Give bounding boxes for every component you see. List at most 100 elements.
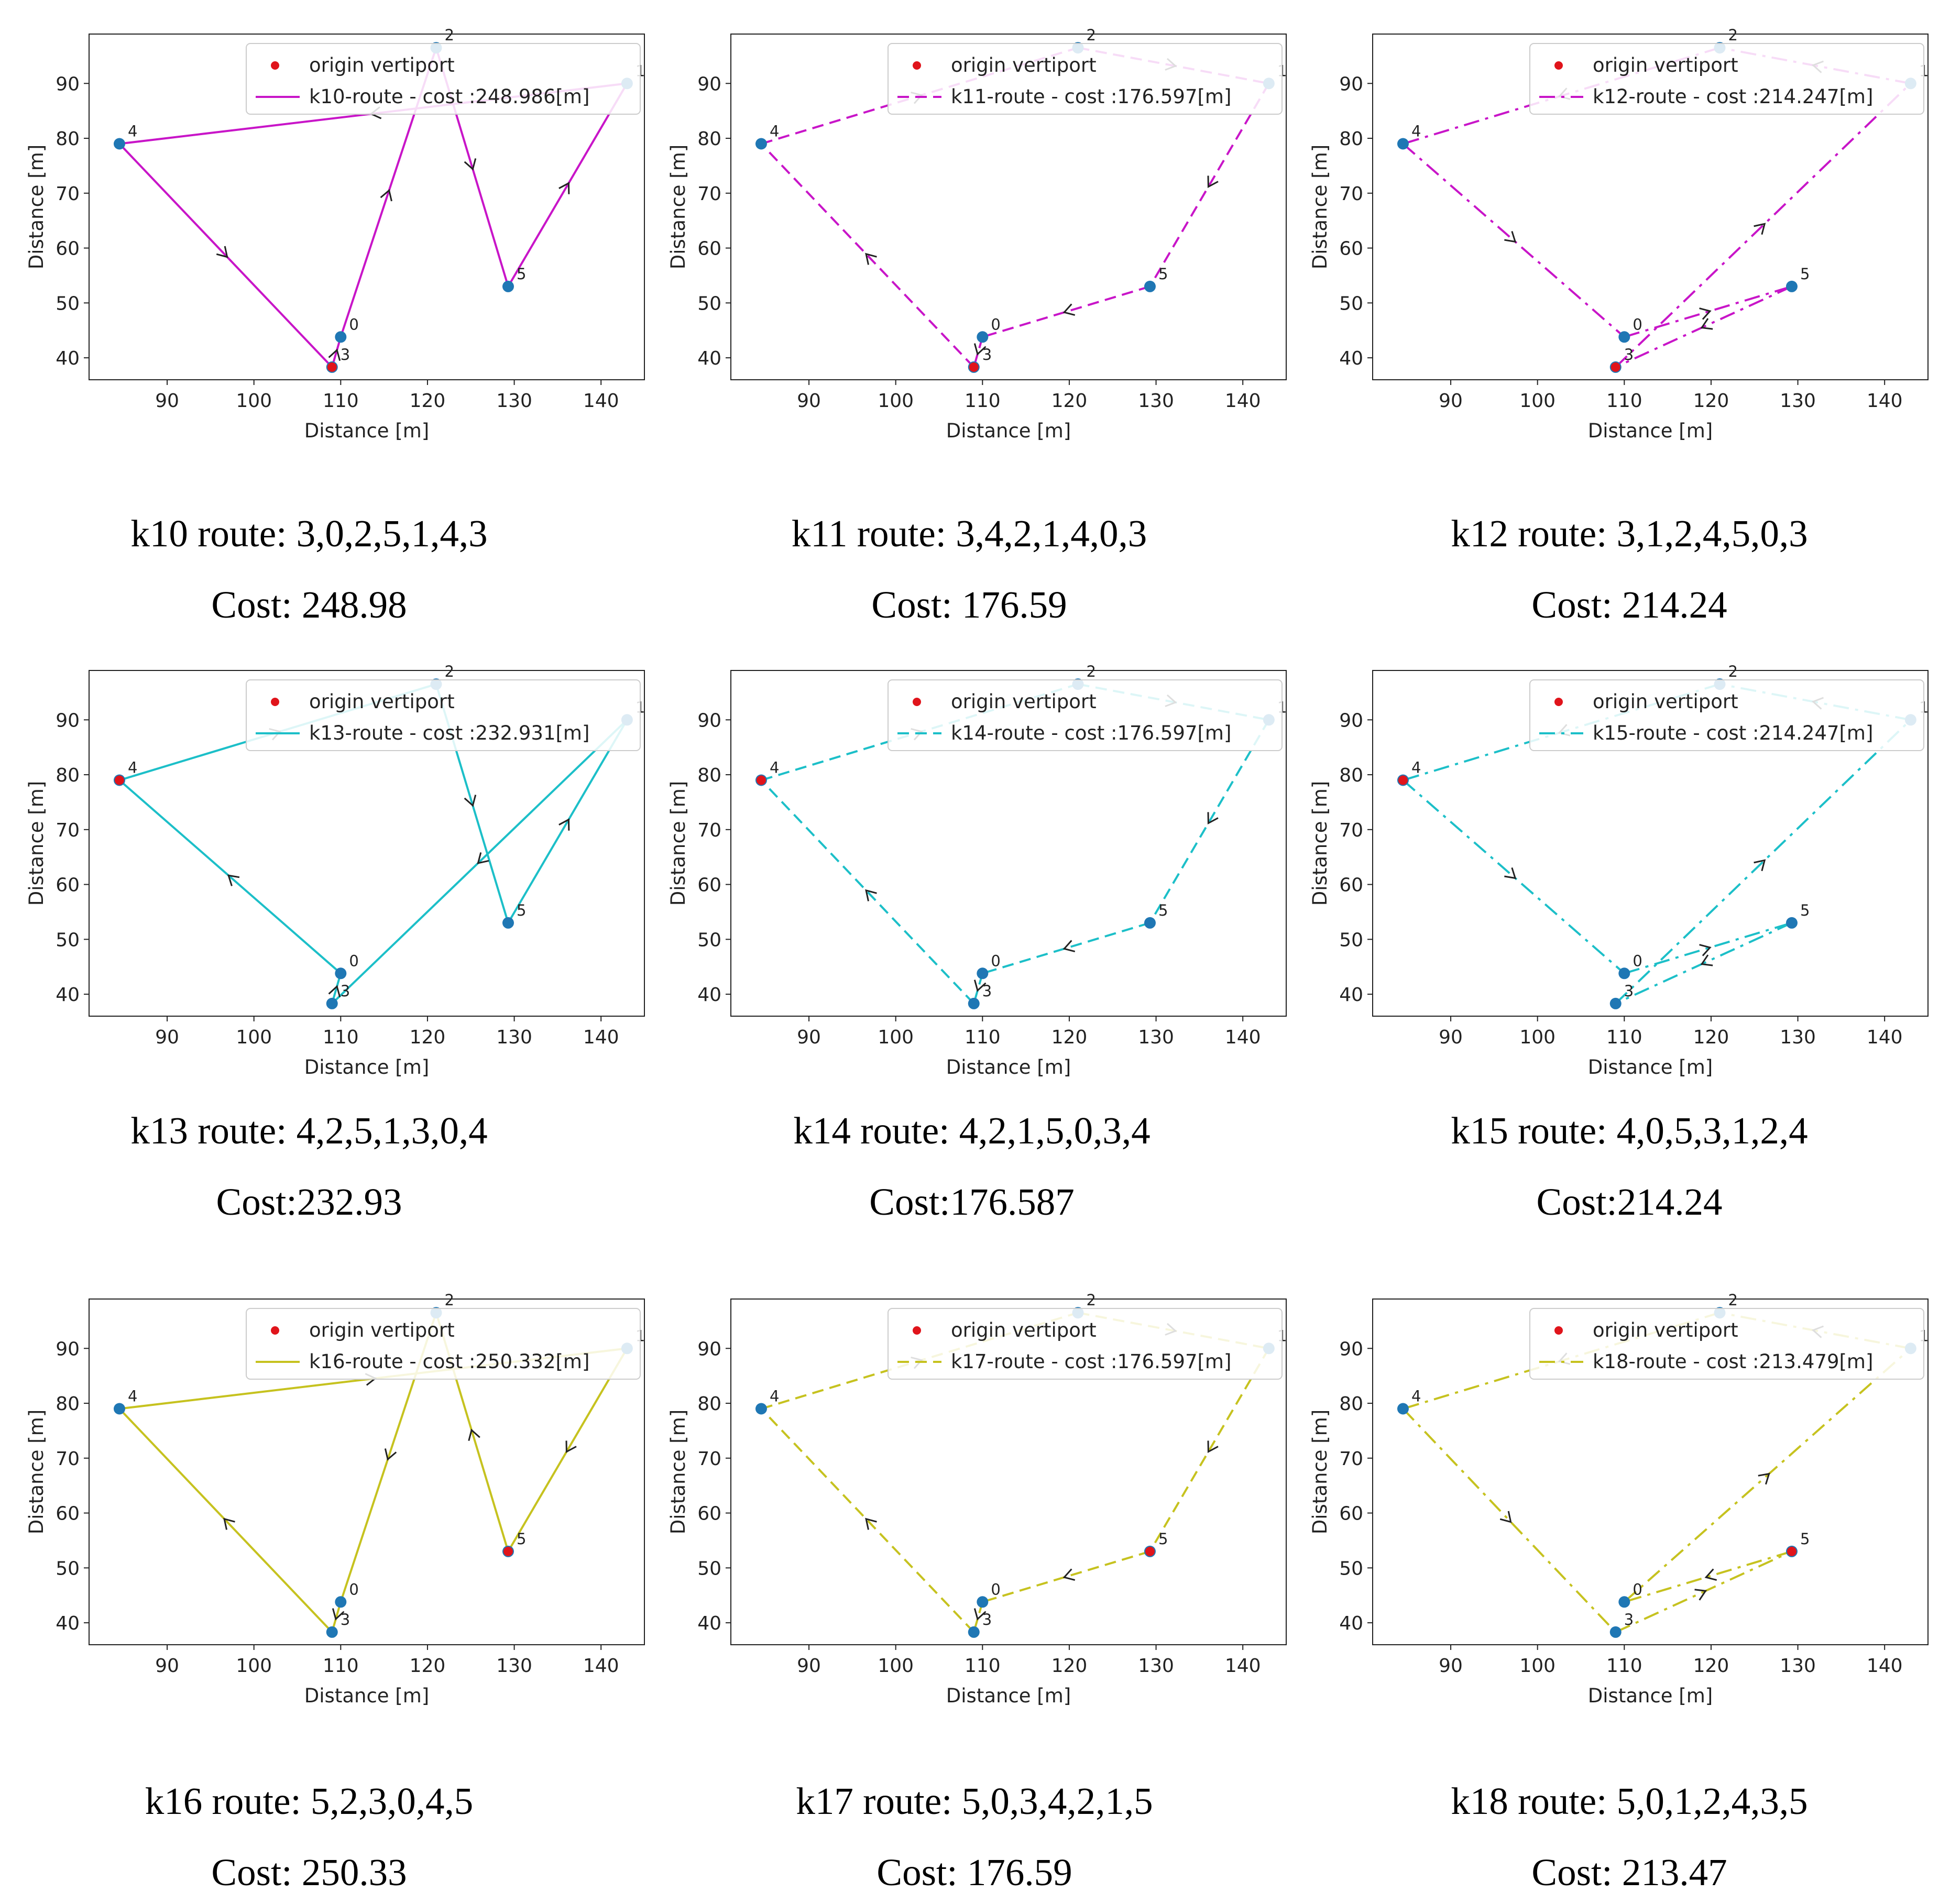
node-point-0 xyxy=(1618,967,1630,979)
x-tick-label: 130 xyxy=(496,1655,532,1677)
y-axis-label: Distance [m] xyxy=(1309,781,1331,906)
y-tick-label: 50 xyxy=(56,293,80,314)
node-point-3 xyxy=(968,1626,980,1638)
y-tick-label: 70 xyxy=(697,820,721,841)
chart-panel-k13: 90 100 110 120 130 140 40 50 60 70 80 90 Distance [m… xyxy=(10,660,652,1079)
legend: origin vertiport k11-route - cost :176.59… xyxy=(888,43,1283,115)
y-tick-label: 50 xyxy=(1339,929,1363,951)
legend-origin-label: origin vertiport xyxy=(1593,54,1738,76)
route-arrow xyxy=(865,889,877,901)
route-segment xyxy=(760,143,975,368)
route-arrow xyxy=(328,985,341,997)
node-point-0 xyxy=(977,331,989,343)
x-tick-label: 100 xyxy=(1519,1027,1555,1048)
y-axis-label: Distance [m] xyxy=(1309,1410,1331,1534)
route-segment xyxy=(1615,82,1912,368)
y-tick-label: 80 xyxy=(1339,1393,1363,1415)
legend-route-label: k15-route - cost :214.247[m] xyxy=(1593,722,1873,744)
x-tick-label: 110 xyxy=(1606,390,1642,412)
y-tick-label: 60 xyxy=(1339,1503,1363,1525)
x-tick-label: 120 xyxy=(410,1027,446,1048)
legend-box xyxy=(1529,43,1924,115)
node-label-5: 5 xyxy=(1800,265,1810,283)
y-tick-label: 70 xyxy=(697,1448,721,1470)
chart-panel-k10: 90 100 110 120 130 140 40 50 60 70 80 90 Distance [m… xyxy=(10,24,652,443)
y-tick-label: 90 xyxy=(697,73,721,95)
route-arrow xyxy=(223,1517,235,1530)
x-tick-label: 90 xyxy=(797,1655,821,1677)
route-arrow xyxy=(468,1428,480,1441)
node-label-4: 4 xyxy=(1411,759,1421,777)
route-segment xyxy=(507,719,628,923)
node-point-3 xyxy=(968,997,980,1009)
caption-route-k17: k17 route: 5,0,3,4,2,1,5 xyxy=(796,1780,1153,1822)
x-tick-label: 140 xyxy=(1867,1027,1903,1048)
chart-panel-k16: 90 100 110 120 130 140 40 50 60 70 80 90 Distance [m… xyxy=(10,1289,652,1708)
route-segment xyxy=(1149,719,1270,923)
node-label-0: 0 xyxy=(349,1580,358,1598)
x-tick-label: 90 xyxy=(797,1027,821,1048)
legend-box xyxy=(246,679,641,751)
node-point-4 xyxy=(1397,1403,1409,1415)
y-tick-label: 90 xyxy=(697,1338,721,1360)
caption-cost-k10: Cost: 248.98 xyxy=(211,584,407,626)
x-tick-label: 100 xyxy=(1519,390,1555,412)
x-tick-label: 90 xyxy=(1439,390,1463,412)
node-label-4: 4 xyxy=(770,759,779,777)
legend-origin-marker xyxy=(271,1326,279,1335)
route-segment xyxy=(331,719,628,1005)
origin-vertiport-point xyxy=(327,362,337,372)
y-tick-label: 60 xyxy=(1339,875,1363,896)
x-tick-label: 100 xyxy=(1519,1655,1555,1677)
y-axis-label: Distance [m] xyxy=(667,1410,689,1534)
route-arrow xyxy=(1754,223,1766,235)
chart-panel-k15: 90 100 110 120 130 140 40 50 60 70 80 90 Distance [m… xyxy=(1294,660,1936,1079)
x-tick-label: 110 xyxy=(965,1027,1001,1048)
node-point-0 xyxy=(335,967,347,979)
legend-origin-marker xyxy=(913,1326,921,1335)
legend: origin vertiport k16-route - cost :250.33… xyxy=(246,1308,641,1380)
x-tick-label: 110 xyxy=(323,1655,359,1677)
y-tick-label: 40 xyxy=(56,348,80,369)
x-tick-label: 90 xyxy=(155,390,179,412)
route-arrow xyxy=(558,182,570,194)
legend-route-label: k13-route - cost :232.931[m] xyxy=(309,722,589,744)
y-tick-label: 70 xyxy=(697,183,721,205)
node-label-4: 4 xyxy=(770,1388,779,1405)
node-label-0: 0 xyxy=(1633,315,1642,333)
y-tick-label: 60 xyxy=(697,1503,721,1525)
legend-origin-marker xyxy=(271,61,279,70)
y-axis-label: Distance [m] xyxy=(1309,145,1331,269)
node-label-2: 2 xyxy=(1087,663,1096,680)
x-tick-label: 110 xyxy=(1606,1027,1642,1048)
legend-route-label: k12-route - cost :214.247[m] xyxy=(1593,85,1873,108)
y-tick-label: 40 xyxy=(1339,348,1363,369)
x-tick-label: 120 xyxy=(1051,390,1088,412)
x-tick-label: 120 xyxy=(1693,1027,1729,1048)
route-arrow xyxy=(565,1440,577,1454)
node-label-0: 0 xyxy=(1633,1580,1642,1598)
route-segment xyxy=(1624,921,1792,975)
y-tick-label: 80 xyxy=(697,128,721,150)
x-tick-label: 120 xyxy=(1051,1027,1088,1048)
plot-area xyxy=(1397,42,1916,373)
node-point-3 xyxy=(1609,997,1622,1009)
node-label-3: 3 xyxy=(1624,1611,1634,1628)
route-arrow xyxy=(865,252,877,265)
route-arrow xyxy=(1754,859,1766,872)
node-label-3: 3 xyxy=(341,346,350,364)
x-tick-label: 110 xyxy=(965,1655,1001,1677)
node-point-3 xyxy=(326,1626,338,1638)
route-arrow xyxy=(464,158,477,171)
y-tick-label: 40 xyxy=(1339,984,1363,1006)
legend-origin-marker xyxy=(271,698,279,706)
route-arrow xyxy=(973,979,987,992)
node-point-4 xyxy=(755,1403,767,1415)
y-tick-label: 80 xyxy=(1339,128,1363,150)
node-label-0: 0 xyxy=(1633,952,1642,970)
x-tick-label: 140 xyxy=(1867,390,1903,412)
